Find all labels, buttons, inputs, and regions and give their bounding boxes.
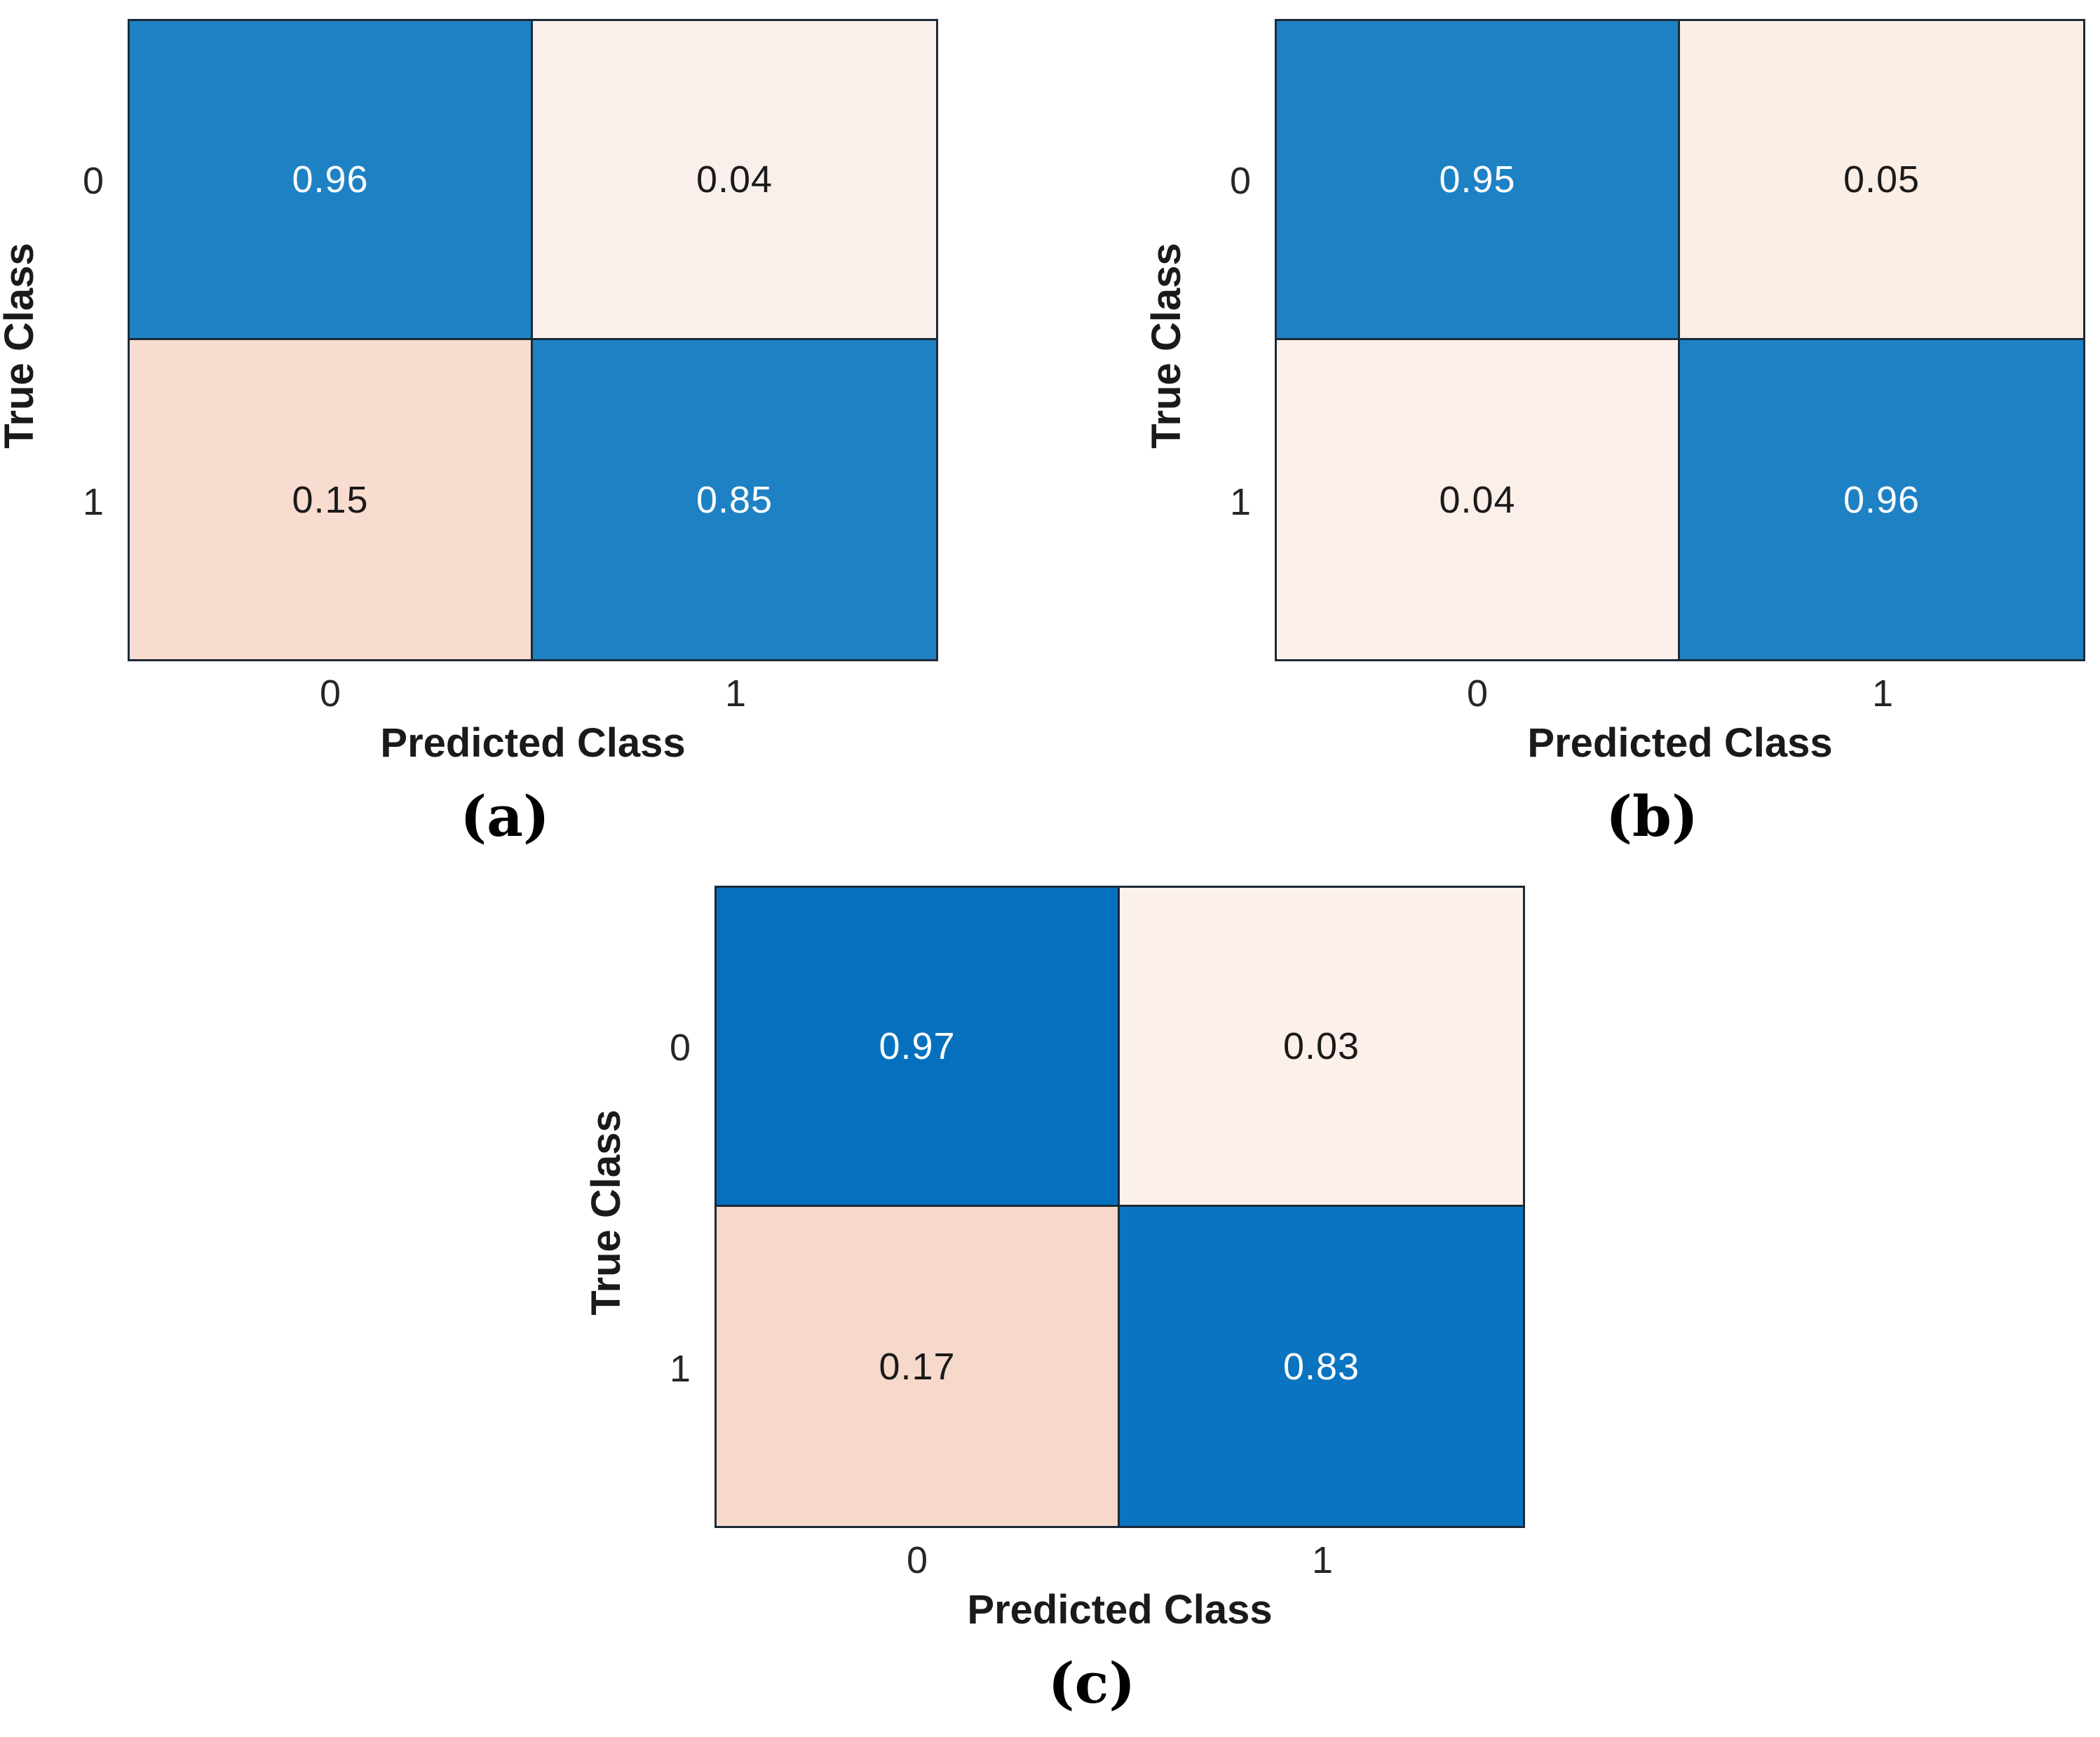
matrix-cell-true1-pred0: 0.04 — [1277, 340, 1680, 659]
y-axis-label: True Class — [1144, 243, 1189, 449]
matrix-cell-true1-pred1: 0.83 — [1120, 1207, 1523, 1526]
y-tick-label: 1 — [82, 481, 104, 523]
matrix-cell-true1-pred1: 0.96 — [1680, 340, 2083, 659]
subfigure-label-a: (a) — [460, 783, 550, 849]
cell-value: 0.97 — [879, 1025, 956, 1067]
y-tick-label: 0 — [82, 160, 104, 202]
x-axis-label: Predicted Class — [1527, 720, 1833, 766]
matrix-cell-true1-pred0: 0.17 — [717, 1207, 1120, 1526]
cell-value: 0.96 — [1843, 478, 1921, 521]
confusion-matrix-panel-b: True Class 0 1 0.95 0.05 0.04 0.96 0 1 P… — [1144, 0, 2100, 870]
x-tick-label: 1 — [1871, 673, 1894, 715]
cell-value: 0.03 — [1282, 1025, 1360, 1067]
matrix-cell-true0-pred0: 0.97 — [717, 888, 1120, 1207]
y-tick-label: 0 — [1229, 160, 1251, 202]
confusion-matrix-panel-c: True Class 0 1 0.97 0.03 0.17 0.83 0 1 P… — [583, 867, 1540, 1736]
x-tick-label: 1 — [1311, 1539, 1334, 1581]
matrix-cell-true0-pred1: 0.03 — [1120, 888, 1523, 1207]
y-tick-label: 1 — [1229, 481, 1251, 523]
confusion-matrix-grid: 0.97 0.03 0.17 0.83 — [714, 886, 1525, 1528]
subfigure-label-c: (c) — [1048, 1650, 1136, 1716]
y-tick-label: 1 — [669, 1348, 691, 1390]
confusion-matrix-grid: 0.96 0.04 0.15 0.85 — [128, 19, 938, 661]
x-tick-label: 0 — [906, 1539, 928, 1581]
cell-value: 0.04 — [696, 158, 773, 201]
matrix-cell-true0-pred0: 0.96 — [130, 21, 533, 340]
x-tick-label: 1 — [724, 673, 747, 715]
cell-value: 0.15 — [292, 478, 369, 521]
confusion-matrix-panel-a: True Class 0 1 0.96 0.04 0.15 0.85 0 1 P… — [0, 0, 954, 870]
y-tick-label: 0 — [669, 1027, 691, 1069]
matrix-cell-true0-pred1: 0.05 — [1680, 21, 2083, 340]
cell-value: 0.04 — [1439, 478, 1516, 521]
cell-value: 0.83 — [1282, 1345, 1360, 1388]
matrix-cell-true1-pred1: 0.85 — [533, 340, 936, 659]
confusion-matrix-grid: 0.95 0.05 0.04 0.96 — [1275, 19, 2085, 661]
cell-value: 0.95 — [1439, 158, 1516, 201]
y-axis-label: True Class — [0, 243, 42, 449]
x-axis-label: Predicted Class — [380, 720, 686, 766]
matrix-cell-true0-pred0: 0.95 — [1277, 21, 1680, 340]
subfigure-label-b: (b) — [1606, 783, 1698, 849]
cell-value: 0.85 — [696, 478, 773, 521]
cell-value: 0.17 — [879, 1345, 956, 1388]
matrix-cell-true1-pred0: 0.15 — [130, 340, 533, 659]
cell-value: 0.05 — [1843, 158, 1921, 201]
matrix-cell-true0-pred1: 0.04 — [533, 21, 936, 340]
cell-value: 0.96 — [292, 158, 369, 201]
x-tick-label: 0 — [319, 673, 341, 715]
x-tick-label: 0 — [1466, 673, 1489, 715]
x-axis-label: Predicted Class — [967, 1587, 1273, 1633]
y-axis-label: True Class — [583, 1109, 629, 1316]
